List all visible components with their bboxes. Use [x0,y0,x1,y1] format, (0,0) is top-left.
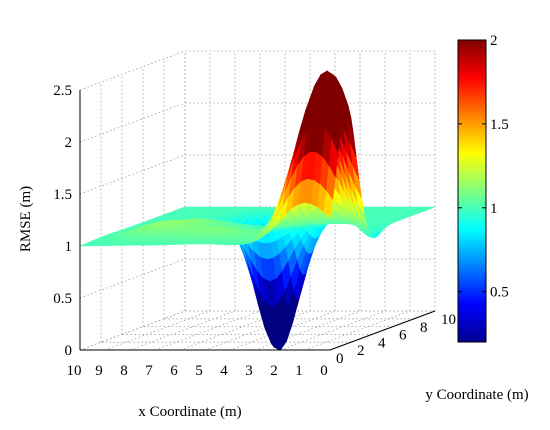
y-tick-label: 8 [420,320,428,336]
colorbar-tick-label: 0.5 [490,285,509,301]
x-tick-label: 1 [295,363,303,379]
y-tick-label: 6 [399,328,407,344]
axes-grid [79,50,436,351]
z-tick-label: 1 [65,239,73,255]
x-tick-label: 5 [195,363,203,379]
colorbar: 0.5 1 1.5 2 [457,33,509,343]
surface-patch [323,190,333,219]
x-tick-label: 7 [145,363,153,379]
colorbar-tick-label: 2 [490,33,498,49]
x-tick-label: 3 [245,363,253,379]
y-tick-label: 10 [441,312,456,328]
y-tick-label: 4 [378,335,386,351]
colorbar-gradient [457,39,487,343]
colorbar-ticks: 0.5 1 1.5 2 [458,33,509,301]
z-tick-label: 2.5 [53,83,72,99]
x-tick-label: 9 [95,363,103,379]
axes-lines [79,90,436,351]
colorbar-tick-label: 1.5 [490,117,509,133]
z-tick-label: 0 [65,343,73,359]
surface [79,70,436,351]
z-tick-label: 2 [65,135,73,151]
x-axis-label: x Coordinate (m) [138,404,241,420]
y-tick-label: 0 [336,351,344,367]
x-tick-label: 10 [67,363,82,379]
z-tick-label: 1.5 [53,187,72,203]
x-tick-label: 6 [170,363,178,379]
colorbar-tick-label: 1 [490,201,498,217]
x-tick-label: 4 [220,363,228,379]
y-tick-label: 2 [357,343,365,359]
z-axis-label: RMSE (m) [18,186,34,252]
x-tick-label: 8 [120,363,128,379]
x-tick-label: 0 [320,363,328,379]
y-axis-label: y Coordinate (m) [425,387,528,403]
z-tick-label: 0.5 [53,291,72,307]
x-tick-label: 2 [270,363,278,379]
